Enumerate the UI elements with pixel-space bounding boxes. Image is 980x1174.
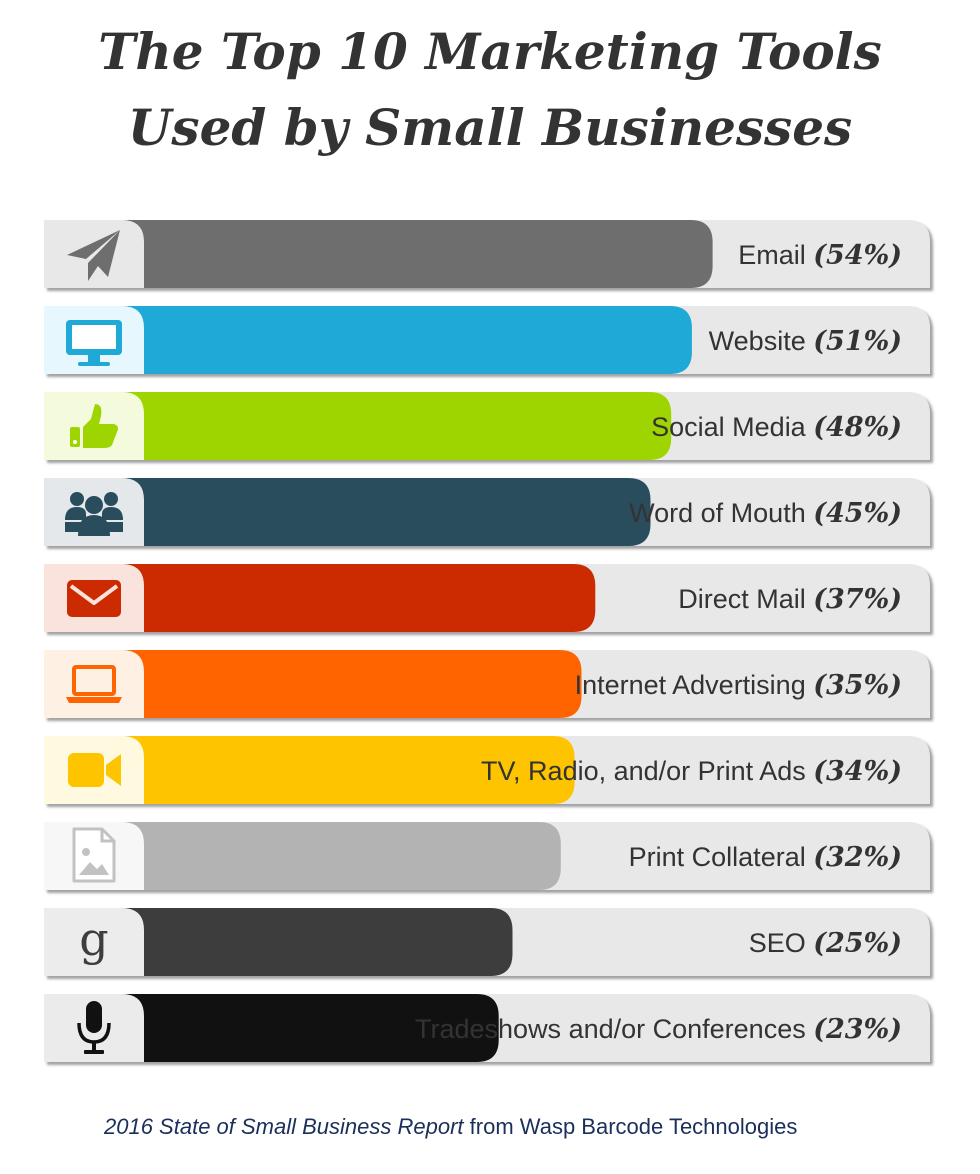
bar xyxy=(114,736,575,804)
bar-row: g SEO (25%) xyxy=(44,908,930,976)
bar-label: Website (51%) xyxy=(709,326,902,357)
bar-label: Internet Advertising (35%) xyxy=(575,670,902,701)
icon-box xyxy=(44,650,144,718)
image-file-icon xyxy=(72,827,116,883)
thumbs-up-icon xyxy=(70,404,118,448)
envelope-icon xyxy=(67,580,121,617)
google-g-icon: g xyxy=(79,912,108,966)
category-label: Print Collateral xyxy=(629,842,814,872)
bar-label: Email (54%) xyxy=(738,240,902,271)
microphone-icon xyxy=(77,1001,111,1054)
category-label: Tradeshows and/or Conferences xyxy=(415,1014,813,1044)
source-credit: 2016 State of Small Business Report from… xyxy=(104,1114,797,1140)
bar xyxy=(114,564,596,632)
laptop-icon xyxy=(66,665,122,703)
bar xyxy=(114,306,692,374)
bar-row: Email (54%) xyxy=(44,220,930,288)
bar-row: Social Media (48%) xyxy=(44,392,930,460)
value-label: (34%) xyxy=(813,756,902,787)
category-label: SEO xyxy=(749,928,814,958)
bar-row: Tradeshows and/or Conferences (23%) xyxy=(44,994,930,1062)
bar xyxy=(114,994,499,1062)
monitor-icon xyxy=(66,320,122,366)
icon-box xyxy=(44,908,144,976)
source-report-title: 2016 State of Small Business Report xyxy=(104,1114,464,1139)
category-label: Direct Mail xyxy=(678,584,813,614)
bar-row: TV, Radio, and/or Print Ads (34%) xyxy=(44,736,930,804)
group-icon xyxy=(65,492,123,536)
bar-row: Word of Mouth (45%) xyxy=(44,478,930,546)
bar-label: Tradeshows and/or Conferences (23%) xyxy=(415,1014,902,1045)
category-label: Internet Advertising xyxy=(575,670,814,700)
svg-text:g: g xyxy=(79,912,108,966)
bar-label: SEO (25%) xyxy=(749,928,902,959)
bar-row: Website (51%) xyxy=(44,306,930,374)
bar-label: Print Collateral (32%) xyxy=(629,842,902,873)
value-label: (45%) xyxy=(813,498,902,529)
value-label: (32%) xyxy=(813,842,902,873)
video-camera-icon xyxy=(68,753,121,787)
bar-label: TV, Radio, and/or Print Ads (34%) xyxy=(481,756,902,787)
category-label: Email xyxy=(738,240,813,270)
category-label: TV, Radio, and/or Print Ads xyxy=(481,756,813,786)
icon-box xyxy=(44,220,144,288)
bar-label: Social Media (48%) xyxy=(651,412,902,443)
value-label: (51%) xyxy=(813,326,902,357)
bar-row: Internet Advertising (35%) xyxy=(44,650,930,718)
chart-title-line-1: The Top 10 Marketing Tools xyxy=(98,22,882,81)
category-label: Website xyxy=(709,326,814,356)
bar xyxy=(114,822,561,890)
value-label: (37%) xyxy=(813,584,902,615)
paper-plane-icon xyxy=(67,230,120,281)
source-publisher: from Wasp Barcode Technologies xyxy=(463,1114,798,1139)
category-label: Word of Mouth xyxy=(629,498,813,528)
bar xyxy=(114,908,513,976)
bar xyxy=(114,220,713,288)
bar xyxy=(114,650,582,718)
bar-label: Word of Mouth (45%) xyxy=(629,498,902,529)
value-label: (48%) xyxy=(813,412,902,443)
value-label: (54%) xyxy=(813,240,902,271)
value-label: (35%) xyxy=(813,670,902,701)
bar-label: Direct Mail (37%) xyxy=(678,584,902,615)
chart-title: The Top 10 Marketing Tools Used by Small… xyxy=(0,14,980,166)
value-label: (23%) xyxy=(813,1014,902,1045)
category-label: Social Media xyxy=(651,412,813,442)
value-label: (25%) xyxy=(813,928,902,959)
bar xyxy=(114,392,672,460)
bar-row: Print Collateral (32%) xyxy=(44,822,930,890)
bar-row: Direct Mail (37%) xyxy=(44,564,930,632)
bar xyxy=(114,478,651,546)
chart-title-line-2: Used by Small Businesses xyxy=(127,98,853,157)
bar-chart: Email (54%) Website (51%) Social Media (48… xyxy=(44,220,930,1062)
